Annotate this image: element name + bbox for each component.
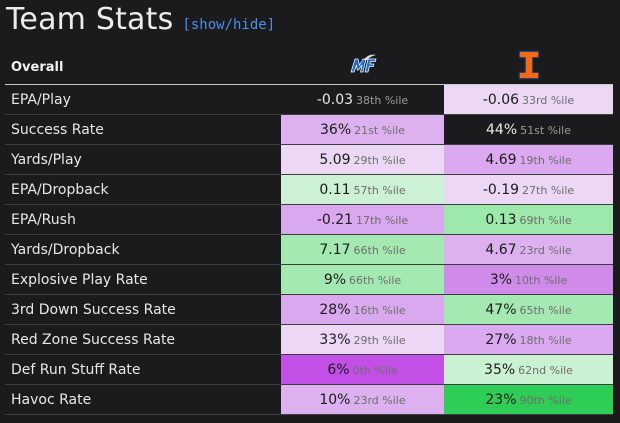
stat-value: 7.17 [319, 241, 351, 258]
table-row: Red Zone Success Rate 33% 29th %ile 27% 18th… [5, 324, 613, 355]
stat-percentile: 0th %ile [352, 363, 398, 377]
table-row: Yards/Play 5.09 29th %ile 4.69 19th %ile [5, 144, 613, 175]
team-b-stat-cell: 4.67 23rd %ile [444, 234, 613, 265]
section-label: Overall [11, 59, 64, 75]
stat-percentile: 57th %ile [353, 183, 406, 197]
stat-percentile: 90th %ile [519, 393, 572, 407]
team-b-stat-cell: 0.13 69th %ile [444, 204, 613, 235]
stat-value: -0.06 [482, 91, 520, 108]
table-row: EPA/Rush -0.21 17th %ile 0.13 69th %ile [5, 204, 613, 235]
team-b-stat-cell: 23% 90th %ile [444, 384, 613, 415]
stat-percentile: 33rd %ile [522, 93, 575, 107]
team-a-stat-cell: 6% 0th %ile [281, 354, 444, 385]
stat-label: Def Run Stuff Rate [11, 361, 141, 378]
team-b-stat-cell: 47% 65th %ile [444, 294, 613, 325]
table-row: Success Rate 36% 21st %ile 44% 51st %ile [5, 114, 613, 145]
stat-value: 5.09 [319, 151, 351, 168]
table-row: Yards/Dropback 7.17 66th %ile 4.67 23rd %ile [5, 234, 613, 265]
team-b-stat-cell: 3% 10th %ile [444, 264, 613, 295]
team-a-stat-cell: 10% 23rd %ile [281, 384, 444, 415]
table-row: Havoc Rate 10% 23rd %ile 23% 90th %ile [5, 384, 613, 415]
table-header-row: Overall [5, 50, 613, 85]
stat-label: EPA/Play [11, 91, 71, 108]
stat-percentile: 65th %ile [519, 303, 572, 317]
stat-label: Explosive Play Rate [11, 271, 148, 288]
stat-label: Success Rate [11, 121, 104, 138]
stat-value: -0.21 [316, 211, 354, 228]
stat-percentile: 66th %ile [353, 243, 406, 257]
stat-value: 4.67 [485, 241, 517, 258]
stat-label: Yards/Play [11, 151, 82, 168]
stat-percentile: 27th %ile [522, 183, 575, 197]
stat-percentile: 17th %ile [356, 213, 409, 227]
table-row: EPA/Dropback 0.11 57th %ile -0.19 27th %ile [5, 174, 613, 205]
stat-percentile: 38th %ile [356, 93, 409, 107]
stat-value: 0.11 [319, 181, 351, 198]
stat-percentile: 10th %ile [515, 273, 568, 287]
stat-label: 3rd Down Success Rate [11, 301, 176, 318]
table-row: Explosive Play Rate 9% 66th %ile 3% 10th %il… [5, 264, 613, 295]
stat-value: 0.13 [485, 211, 517, 228]
stat-percentile: 18th %ile [519, 333, 572, 347]
team-a-stat-cell: -0.21 17th %ile [281, 204, 444, 235]
stat-value: 4.69 [485, 151, 517, 168]
stat-label: EPA/Rush [11, 211, 76, 228]
team-a-stat-cell: 7.17 66th %ile [281, 234, 444, 265]
stat-value: 10% [319, 391, 351, 408]
stat-percentile: 69th %ile [519, 213, 572, 227]
table-row: Def Run Stuff Rate 6% 0th %ile 35% 62nd %ile [5, 354, 613, 385]
team-b-stat-cell: 35% 62nd %ile [444, 354, 613, 385]
stat-value: 44% [486, 121, 518, 138]
stats-table: Overall [5, 50, 613, 415]
stat-value: -0.19 [482, 181, 520, 198]
stat-percentile: 66th %ile [349, 273, 402, 287]
stat-percentile: 29th %ile [353, 333, 406, 347]
stat-percentile: 23rd %ile [353, 393, 406, 407]
table-row: 3rd Down Success Rate 28% 16th %ile 47% 65th… [5, 294, 613, 325]
stat-percentile: 19th %ile [519, 153, 572, 167]
table-row: EPA/Play -0.03 38th %ile -0.06 33rd %ile [5, 84, 613, 115]
team-b-header [444, 50, 613, 85]
stat-percentile: 62nd %ile [518, 363, 573, 377]
team-b-stat-cell: 44% 51st %ile [444, 114, 613, 145]
stat-label: Red Zone Success Rate [11, 331, 176, 348]
stat-value: 27% [485, 331, 517, 348]
stat-percentile: 16th %ile [353, 303, 406, 317]
show-hide-toggle[interactable]: [show/hide] [182, 17, 276, 33]
stat-percentile: 51st %ile [520, 123, 571, 137]
stat-label: Havoc Rate [11, 391, 92, 408]
stat-label: Yards/Dropback [11, 241, 120, 258]
team-b-stat-cell: -0.19 27th %ile [444, 174, 613, 205]
stat-value: 28% [319, 301, 351, 318]
stat-percentile: 29th %ile [353, 153, 406, 167]
stat-value: 35% [484, 361, 516, 378]
team-a-stat-cell: 36% 21st %ile [281, 114, 444, 145]
team-a-stat-cell: -0.03 38th %ile [281, 84, 444, 115]
stat-value: 33% [319, 331, 351, 348]
stat-percentile: 21st %ile [354, 123, 405, 137]
stat-label: EPA/Dropback [11, 181, 109, 198]
title-row: Team Stats [show/hide] [6, 2, 275, 40]
stat-value: 36% [320, 121, 352, 138]
illinois-block-i-logo-icon [517, 50, 541, 84]
team-a-stat-cell: 0.11 57th %ile [281, 174, 444, 205]
page-title: Team Stats [6, 2, 174, 37]
team-a-stat-cell: 33% 29th %ile [281, 324, 444, 355]
stat-value: 23% [485, 391, 517, 408]
team-a-stat-cell: 5.09 29th %ile [281, 144, 444, 175]
stat-value: -0.03 [316, 91, 354, 108]
stat-value: 47% [485, 301, 517, 318]
stat-percentile: 23rd %ile [519, 243, 572, 257]
team-a-stat-cell: 9% 66th %ile [281, 264, 444, 295]
stat-value: 9% [323, 271, 347, 288]
team-b-stat-cell: 27% 18th %ile [444, 324, 613, 355]
mtsu-blue-raiders-logo-icon [348, 54, 378, 80]
team-a-header [281, 50, 444, 85]
team-b-stat-cell: 4.69 19th %ile [444, 144, 613, 175]
stat-value: 6% [327, 361, 350, 378]
team-b-stat-cell: -0.06 33rd %ile [444, 84, 613, 115]
stat-value: 3% [489, 271, 513, 288]
team-a-stat-cell: 28% 16th %ile [281, 294, 444, 325]
